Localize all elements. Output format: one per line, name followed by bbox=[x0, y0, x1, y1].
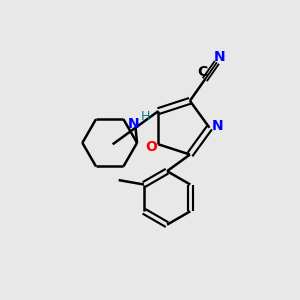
Text: H: H bbox=[140, 110, 150, 123]
Text: C: C bbox=[197, 65, 207, 80]
Text: N: N bbox=[212, 119, 224, 133]
Text: O: O bbox=[145, 140, 157, 154]
Text: N: N bbox=[214, 50, 225, 64]
Text: N: N bbox=[128, 117, 140, 131]
